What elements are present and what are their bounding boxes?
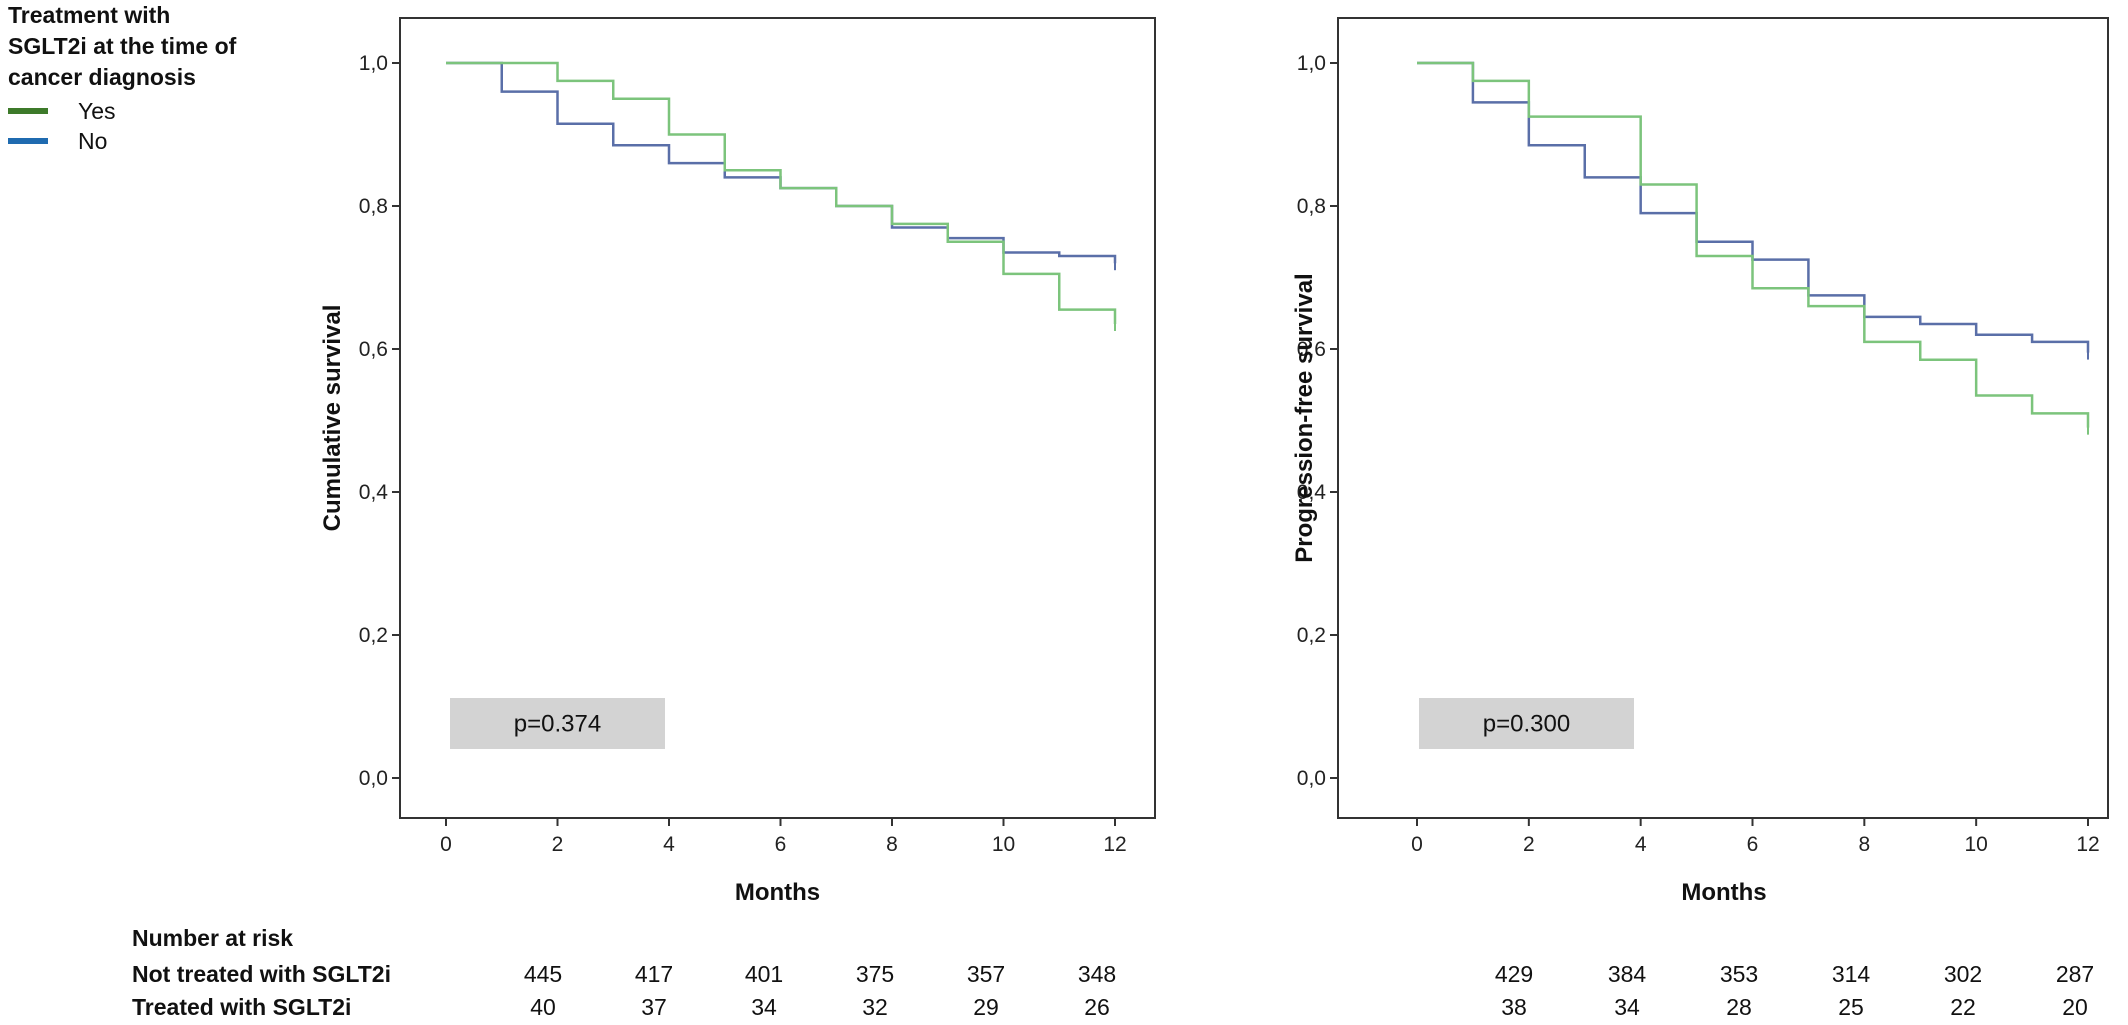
y-axis-label: Progression-free survival xyxy=(1291,273,1318,562)
risk-count-right: 20 xyxy=(2062,994,2088,1020)
x-tick-label: 0 xyxy=(440,833,452,856)
x-axis-label: Months xyxy=(1681,879,1766,906)
risk-count-left: 40 xyxy=(530,994,556,1020)
x-tick-label: 8 xyxy=(886,833,898,856)
risk-count-left: 375 xyxy=(855,961,895,987)
legend-swatch-no xyxy=(8,138,48,144)
x-tick-label: 10 xyxy=(1964,833,1987,856)
risk-count-left: 357 xyxy=(966,961,1006,987)
risk-count-left: 348 xyxy=(1077,961,1117,987)
risk-count-right: 384 xyxy=(1607,961,1647,987)
risk-count-right: 314 xyxy=(1831,961,1871,987)
survival-line-no xyxy=(1417,61,2090,353)
x-tick-label: 12 xyxy=(1103,833,1126,856)
risk-count-right: 302 xyxy=(1943,961,1983,987)
plot-frame xyxy=(1337,17,2109,819)
risk-count-left: 32 xyxy=(862,994,888,1020)
legend-swatch-yes xyxy=(8,108,48,114)
x-tick-label: 10 xyxy=(992,833,1015,856)
x-axis-label: Months xyxy=(735,879,820,906)
y-tick-label: 0,0 xyxy=(1297,767,1326,790)
y-tick-label: 1,0 xyxy=(1297,52,1326,75)
x-tick-label: 6 xyxy=(775,833,787,856)
legend-label-no: No xyxy=(78,127,108,154)
legend-item-yes: Yes xyxy=(8,96,116,126)
risk-count-left: 417 xyxy=(634,961,674,987)
risk-count-left: 34 xyxy=(751,994,777,1020)
legend-title-line: cancer diagnosis xyxy=(8,64,196,90)
plot-frame xyxy=(399,17,1156,819)
p-value-label: p=0.374 xyxy=(514,711,601,738)
p-value-box xyxy=(450,698,665,749)
risk-count-right: 34 xyxy=(1614,994,1640,1020)
risk-table-title: Number at risk xyxy=(132,925,294,951)
legend-title: Treatment with SGLT2i at the time of can… xyxy=(8,0,328,93)
risk-count-left: 37 xyxy=(641,994,667,1020)
risk-count-right: 353 xyxy=(1719,961,1759,987)
risk-count-left: 29 xyxy=(973,994,999,1020)
y-tick-label: 0,2 xyxy=(359,624,388,647)
y-axis-label: Cumulative survival xyxy=(319,305,346,532)
x-tick-label: 0 xyxy=(1411,833,1423,856)
legend-label-yes: Yes xyxy=(78,97,116,124)
x-tick-label: 4 xyxy=(1635,833,1647,856)
risk-count-right: 429 xyxy=(1494,961,1534,987)
x-tick-label: 6 xyxy=(1747,833,1759,856)
y-tick-label: 0,6 xyxy=(359,338,388,361)
x-tick-label: 8 xyxy=(1858,833,1870,856)
x-tick-label: 2 xyxy=(552,833,564,856)
y-tick-label: 0,4 xyxy=(1297,481,1327,504)
y-tick-label: 1,0 xyxy=(359,52,388,75)
survival-line-yes xyxy=(1417,61,2090,428)
legend-title-line: Treatment with xyxy=(8,2,171,28)
risk-row-label: Not treated with SGLT2i xyxy=(132,961,391,987)
risk-count-left: 401 xyxy=(744,961,784,987)
p-value-label: p=0.300 xyxy=(1483,711,1570,738)
y-tick-label: 0,6 xyxy=(1297,338,1326,361)
p-value-box xyxy=(1419,698,1634,749)
risk-count-left: 445 xyxy=(523,961,563,987)
x-tick-label: 12 xyxy=(2076,833,2099,856)
risk-count-right: 22 xyxy=(1950,994,1976,1020)
y-tick-label: 0,8 xyxy=(1297,195,1326,218)
survival-line-yes xyxy=(446,61,1117,324)
x-tick-label: 2 xyxy=(1523,833,1535,856)
risk-count-right: 287 xyxy=(2055,961,2095,987)
y-tick-label: 0,8 xyxy=(359,195,388,218)
survival-line-no xyxy=(446,61,1117,264)
y-tick-label: 0,2 xyxy=(1297,624,1326,647)
y-tick-label: 0,0 xyxy=(359,767,388,790)
legend-item-no: No xyxy=(8,126,107,156)
risk-count-right: 28 xyxy=(1726,994,1752,1020)
y-tick-label: 0,4 xyxy=(359,481,389,504)
risk-count-right: 25 xyxy=(1838,994,1864,1020)
risk-count-left: 26 xyxy=(1084,994,1110,1020)
legend-title-line: SGLT2i at the time of xyxy=(8,33,237,59)
x-tick-label: 4 xyxy=(663,833,675,856)
risk-count-right: 38 xyxy=(1501,994,1527,1020)
risk-row-label: Treated with SGLT2i xyxy=(132,994,352,1020)
